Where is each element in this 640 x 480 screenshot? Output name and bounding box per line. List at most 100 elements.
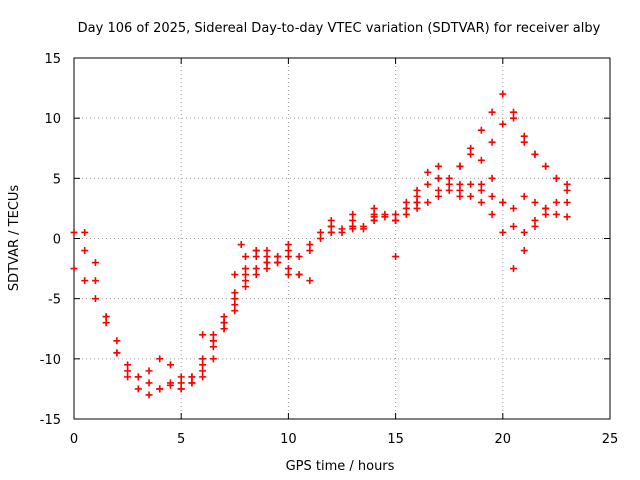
data-point <box>563 186 571 194</box>
data-marks <box>70 90 571 399</box>
data-point <box>434 162 442 170</box>
data-point <box>445 174 453 182</box>
data-point <box>284 241 292 249</box>
data-point <box>295 253 303 261</box>
data-point <box>477 180 485 188</box>
y-tick-label: -5 <box>48 293 61 308</box>
data-point <box>402 198 410 206</box>
data-point <box>542 210 550 218</box>
data-point <box>510 204 518 212</box>
data-point <box>477 198 485 206</box>
data-point <box>113 337 121 345</box>
data-point <box>242 253 250 261</box>
data-point <box>263 253 271 261</box>
data-point <box>177 373 185 381</box>
data-point <box>124 361 132 369</box>
data-point <box>231 271 239 279</box>
y-tick-label: 15 <box>44 52 61 67</box>
data-point <box>166 379 174 387</box>
data-point <box>306 247 314 255</box>
x-tick-label: 15 <box>387 432 404 447</box>
data-point <box>477 156 485 164</box>
series-track-3 <box>81 108 571 393</box>
series-track-5 <box>199 174 550 345</box>
data-point <box>220 319 228 327</box>
data-point <box>424 198 432 206</box>
data-point <box>370 204 378 212</box>
data-point <box>145 391 153 399</box>
data-point <box>188 373 196 381</box>
data-point <box>499 120 507 128</box>
data-point <box>327 228 335 236</box>
data-point <box>467 180 475 188</box>
data-point <box>520 138 528 146</box>
data-point <box>381 213 389 221</box>
data-point <box>145 379 153 387</box>
data-point <box>188 379 196 387</box>
data-point <box>510 108 518 116</box>
data-point <box>284 247 292 255</box>
data-point <box>456 192 464 200</box>
data-point <box>552 210 560 218</box>
data-point <box>242 277 250 285</box>
data-point <box>499 90 507 98</box>
data-point <box>563 180 571 188</box>
data-point <box>317 235 325 242</box>
data-point <box>488 174 496 182</box>
data-point <box>252 253 260 261</box>
data-point <box>327 216 335 224</box>
data-point <box>231 307 239 315</box>
data-point <box>124 373 132 381</box>
data-point <box>81 277 89 285</box>
data-point <box>413 198 421 206</box>
grid-lines <box>74 58 610 419</box>
data-point <box>177 385 185 393</box>
data-point <box>488 192 496 200</box>
data-point <box>392 253 400 261</box>
data-point <box>252 247 260 255</box>
data-point <box>531 216 539 224</box>
x-tick-label: 0 <box>70 432 78 447</box>
data-point <box>510 222 518 230</box>
data-point <box>242 265 250 273</box>
data-point <box>242 271 250 279</box>
data-point <box>520 132 528 140</box>
x-tick-label: 20 <box>495 432 512 447</box>
data-point <box>467 150 475 158</box>
data-point <box>220 313 228 321</box>
data-point <box>520 247 528 255</box>
data-point <box>477 186 485 194</box>
data-point <box>317 228 325 236</box>
data-point <box>252 265 260 273</box>
y-tick-label: -10 <box>40 353 61 368</box>
data-point <box>531 150 539 158</box>
data-point <box>370 213 378 221</box>
data-point <box>499 198 507 206</box>
data-point <box>402 204 410 212</box>
data-point <box>242 283 250 291</box>
data-point <box>359 222 367 230</box>
data-point <box>510 265 518 273</box>
x-tick-label: 10 <box>280 432 297 447</box>
data-point <box>488 138 496 146</box>
data-point <box>156 355 164 363</box>
data-point <box>499 228 507 236</box>
data-point <box>295 271 303 279</box>
data-point <box>231 289 239 297</box>
series-track-4 <box>177 162 571 393</box>
data-point <box>531 222 539 230</box>
data-point <box>209 343 217 351</box>
data-point <box>520 192 528 200</box>
data-point <box>70 228 78 236</box>
data-point <box>145 367 153 375</box>
data-point <box>134 373 142 381</box>
data-point <box>102 313 110 321</box>
data-point <box>456 186 464 194</box>
data-point <box>445 186 453 194</box>
data-point <box>209 331 217 339</box>
data-point <box>413 192 421 200</box>
series-track-1 <box>70 180 571 399</box>
data-point <box>199 373 207 381</box>
data-point <box>134 385 142 393</box>
data-point <box>563 198 571 206</box>
